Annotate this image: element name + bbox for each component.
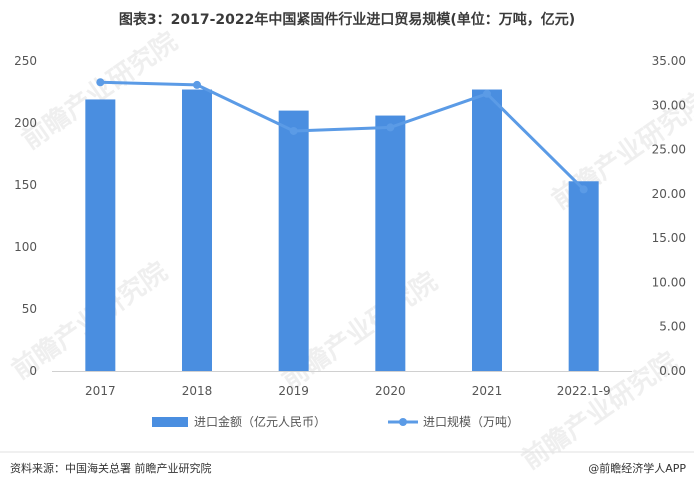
legend-bar-label: 进口金额（亿元人民币） xyxy=(194,414,326,429)
bar xyxy=(375,115,406,371)
x-axis: 2017 2018 2019 2020 2021 2022.1-9 xyxy=(85,384,611,398)
legend-line-label: 进口规模（万吨） xyxy=(423,414,519,429)
right-tick-label: 5.00 xyxy=(659,320,686,334)
watermark-text: 前瞻产业研究院 xyxy=(516,346,683,476)
legend: 进口金额（亿元人民币） 进口规模（万吨） xyxy=(152,414,519,429)
bar xyxy=(472,89,502,372)
right-tick-label: 30.00 xyxy=(652,98,686,112)
bar xyxy=(568,181,599,371)
series-line xyxy=(100,80,585,191)
bar-series xyxy=(85,89,599,372)
left-axis: 0 50 100 150 200 250 xyxy=(14,54,37,378)
right-tick-label: 0.00 xyxy=(659,364,686,378)
line-point xyxy=(483,89,491,98)
x-tick-label: 2022.1-9 xyxy=(557,384,611,398)
x-tick-label: 2017 xyxy=(85,384,116,398)
left-tick-label: 150 xyxy=(14,178,37,192)
line-series xyxy=(96,78,588,194)
bar xyxy=(85,99,116,371)
x-tick-label: 2019 xyxy=(278,384,309,398)
line-point xyxy=(386,123,395,132)
right-tick-label: 20.00 xyxy=(652,187,686,201)
left-tick-label: 250 xyxy=(14,54,37,68)
footer-source: 资料来源：中国海关总署 前瞻产业研究院 xyxy=(10,461,212,475)
line-point xyxy=(96,78,105,87)
left-tick-label: 0 xyxy=(29,364,37,378)
left-tick-label: 50 xyxy=(22,302,37,316)
right-tick-label: 25.00 xyxy=(652,143,686,157)
right-axis: 0.00 5.00 10.00 15.00 20.00 25.00 30.00 35.00 xyxy=(652,54,686,378)
line-point xyxy=(579,185,588,194)
x-tick-label: 2018 xyxy=(182,384,213,398)
line-point xyxy=(289,126,298,135)
right-tick-label: 10.00 xyxy=(652,275,686,289)
legend-line-marker xyxy=(399,418,407,426)
bar xyxy=(182,89,212,372)
left-tick-label: 200 xyxy=(14,116,37,130)
bar xyxy=(278,110,309,371)
legend-bar-swatch xyxy=(152,417,188,427)
x-tick-label: 2020 xyxy=(375,384,406,398)
left-tick-label: 100 xyxy=(14,240,37,254)
line-point xyxy=(193,80,201,89)
footer-brand: @前瞻经济学人APP xyxy=(588,461,686,475)
chart-title: 图表3：2017-2022年中国紧固件行业进口贸易规模(单位：万吨，亿元) xyxy=(119,11,575,28)
right-tick-label: 15.00 xyxy=(652,231,686,245)
x-tick-label: 2021 xyxy=(472,384,503,398)
right-tick-label: 35.00 xyxy=(652,54,686,68)
